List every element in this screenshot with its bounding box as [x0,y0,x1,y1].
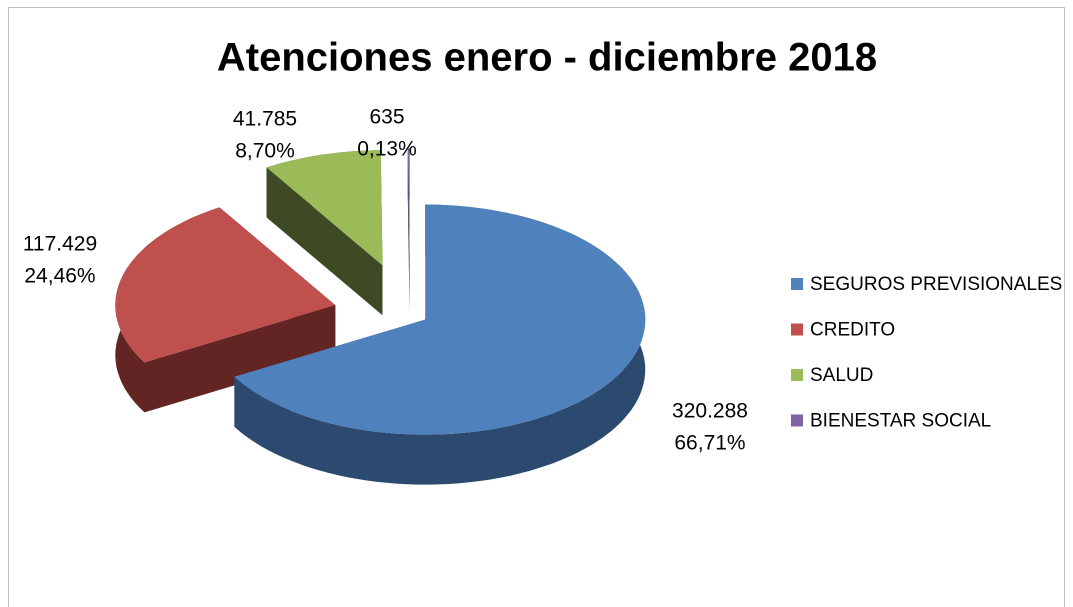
slice-side [144,305,336,413]
data-label: 320.288 [672,400,748,423]
data-label: 8,70% [235,140,295,163]
legend-label: SEGUROS PREVISIONALES [810,274,1062,295]
legend-swatch [791,323,803,336]
data-label: 0,13% [357,138,417,161]
legend-swatch [791,369,803,381]
data-label: 41.785 [233,108,297,131]
data-label: 66,71% [674,432,745,455]
slice [234,204,646,435]
data-label: 635 [369,106,404,129]
chart-title: Atenciones enero - diciembre 2018 [217,36,877,80]
legend-label: BIENESTAR SOCIAL [810,411,991,432]
slice [407,148,410,264]
legend-label: CREDITO [810,320,895,341]
slice [115,207,336,363]
slice [266,150,383,266]
data-label: 24,46% [24,265,95,288]
legend-swatch [791,414,803,427]
data-label: 117.429 [23,233,97,256]
legend-swatch [791,278,803,290]
legend-label: SALUD [810,365,873,386]
